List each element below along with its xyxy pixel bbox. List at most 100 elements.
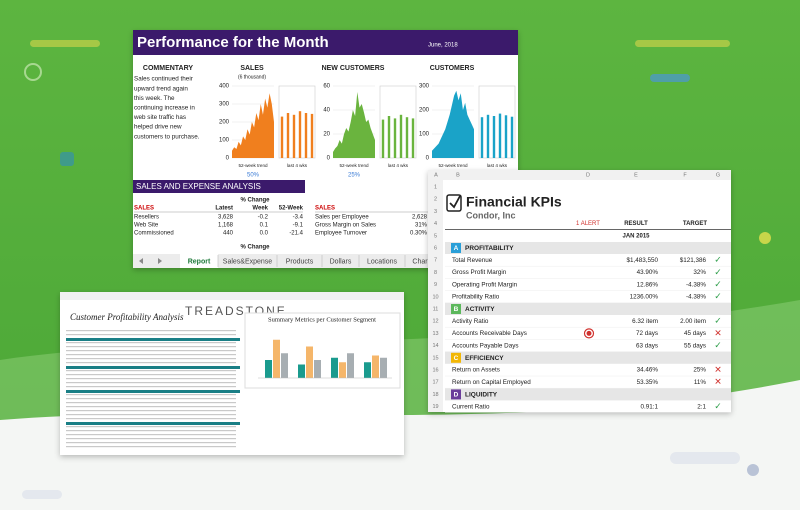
pill bbox=[670, 452, 740, 464]
section-band bbox=[445, 303, 731, 315]
kpi-sheet: Financial KPIs Condor, Inc A B D E F G1234567… bbox=[428, 170, 731, 413]
pill bbox=[30, 40, 100, 47]
y-tick-label: 100 bbox=[219, 138, 230, 144]
section-name: LIQUIDITY bbox=[465, 392, 498, 399]
row-header bbox=[428, 180, 443, 412]
sheet-tab[interactable]: Sales&Expense bbox=[223, 258, 273, 265]
row-number: 17 bbox=[432, 380, 438, 386]
last4-bar bbox=[399, 114, 403, 158]
kpi-status: ✓ bbox=[714, 291, 722, 301]
panel bbox=[428, 170, 731, 412]
last4-label: last 4 wks bbox=[388, 163, 409, 168]
last4-frame bbox=[478, 85, 516, 159]
table-cell: 31% bbox=[415, 223, 428, 229]
row-line bbox=[66, 418, 236, 420]
alert-icon-dot bbox=[586, 330, 592, 336]
row-number: 4 bbox=[434, 221, 437, 227]
y-tick-label: 300 bbox=[419, 84, 430, 90]
chart-subheading: (6 thousand) bbox=[238, 74, 266, 80]
y-tick-label: 40 bbox=[323, 108, 330, 114]
row-number: 1 bbox=[434, 184, 437, 190]
bar bbox=[306, 346, 313, 378]
section-band bbox=[445, 351, 731, 364]
sheet-tab[interactable]: Products bbox=[286, 258, 314, 265]
kpi-target: 45 days bbox=[684, 330, 706, 337]
row-band bbox=[66, 390, 240, 393]
table-header: Week bbox=[252, 206, 268, 212]
table-cell: -3.4 bbox=[293, 215, 304, 221]
pill bbox=[635, 40, 730, 47]
pct-label: 50% bbox=[247, 173, 260, 179]
row-band bbox=[66, 338, 240, 341]
table-header: SALES bbox=[315, 206, 335, 212]
sheet-title: Customer Profitability Analysis bbox=[70, 312, 184, 322]
table-cell: -0.2 bbox=[258, 215, 269, 221]
kpi-target: -4.38% bbox=[686, 281, 706, 288]
kpi-subtitle: Condor, Inc bbox=[466, 210, 516, 220]
sheet-date: June, 2018 bbox=[428, 43, 458, 49]
pct-label: 25% bbox=[348, 173, 361, 179]
last4-bar bbox=[504, 115, 508, 158]
sheet-tab[interactable]: Char bbox=[412, 258, 428, 265]
row-line bbox=[66, 378, 236, 380]
row-line bbox=[66, 406, 236, 408]
trend-label: 52-week trend bbox=[339, 163, 369, 168]
section-badge-letter: D bbox=[454, 392, 459, 399]
y-tick-label: 400 bbox=[219, 84, 230, 90]
row-line bbox=[66, 370, 236, 372]
row-line bbox=[66, 358, 236, 360]
y-tick-label: 200 bbox=[419, 108, 430, 114]
sheet-tab[interactable]: Locations bbox=[367, 258, 397, 265]
last4-bar bbox=[393, 118, 397, 158]
result-header: RESULT bbox=[624, 221, 648, 227]
period: JAN 2015 bbox=[622, 233, 650, 239]
kpi-target: 25% bbox=[693, 367, 706, 374]
bar bbox=[314, 360, 321, 378]
kpi-label: Gross Profit Margin bbox=[452, 269, 507, 276]
row-number: 14 bbox=[432, 343, 438, 349]
column-letter: B bbox=[456, 172, 460, 178]
row-number: 2 bbox=[434, 197, 437, 203]
kpi-icon bbox=[446, 194, 462, 212]
column-letter: G bbox=[716, 172, 720, 178]
kpi-result: 43.90% bbox=[637, 269, 659, 276]
square bbox=[60, 152, 74, 166]
kpi-target: $121,386 bbox=[680, 257, 707, 264]
row-line bbox=[66, 410, 236, 412]
kpi-title: Financial KPIs bbox=[466, 194, 562, 210]
table-cell: 2,628 bbox=[412, 215, 428, 221]
table-cell: 0.1 bbox=[260, 223, 269, 229]
kpi-result: 53.35% bbox=[637, 379, 659, 386]
y-tick-label: 300 bbox=[219, 102, 230, 108]
kpi-result: 34.46% bbox=[637, 367, 659, 374]
row-line bbox=[66, 434, 236, 436]
row-number: 15 bbox=[432, 355, 438, 361]
table-cell: Gross Margin on Sales bbox=[315, 223, 376, 229]
kpi-status: ✓ bbox=[714, 279, 722, 289]
kpi-target: 2:1 bbox=[697, 403, 706, 410]
row-line bbox=[66, 386, 236, 388]
kpi-status: ✓ bbox=[714, 316, 722, 326]
sheet-tab[interactable]: Report bbox=[188, 258, 211, 265]
row-number: 3 bbox=[434, 209, 437, 215]
last4-bar bbox=[304, 113, 308, 158]
kpi-status: ✓ bbox=[714, 401, 722, 411]
table-cell: Resellers bbox=[134, 215, 159, 221]
bar bbox=[339, 362, 346, 378]
row-line bbox=[66, 438, 236, 440]
change-label: % Change bbox=[240, 198, 270, 204]
row-line bbox=[66, 354, 236, 356]
row-number: 7 bbox=[434, 258, 437, 264]
kpi-icon-check bbox=[449, 195, 461, 209]
section-badge bbox=[451, 304, 461, 314]
sheet-tab[interactable]: Dollars bbox=[330, 258, 352, 265]
commentary-line: this week. The bbox=[134, 95, 175, 102]
row-line bbox=[66, 446, 236, 448]
section-badge-letter: C bbox=[454, 355, 459, 362]
trend-label: 52-week trend bbox=[438, 163, 468, 168]
table-header: SALES bbox=[134, 206, 154, 212]
kpi-target: 55 days bbox=[684, 342, 706, 349]
kpi-label: Profitability Ratio bbox=[452, 293, 500, 300]
tab-active[interactable] bbox=[180, 254, 218, 268]
